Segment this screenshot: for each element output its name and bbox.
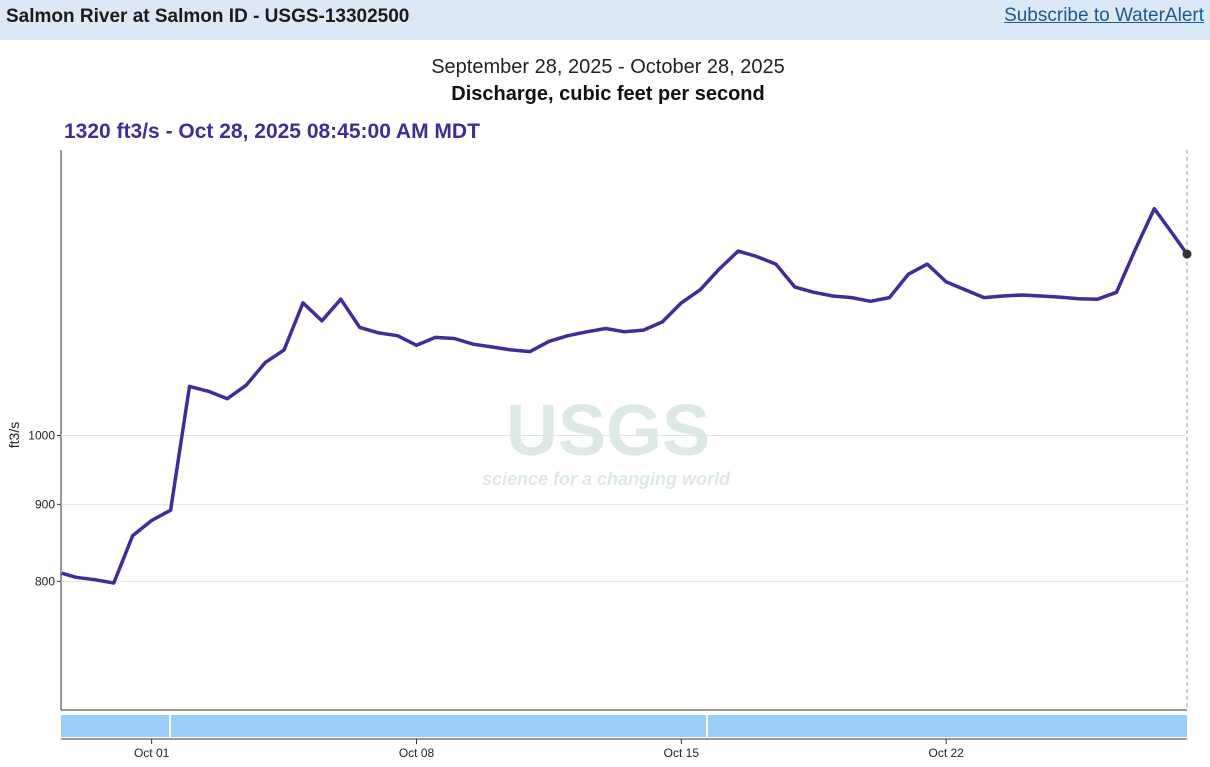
y-tick-label: 900 bbox=[35, 497, 55, 511]
latest-value: 1320 ft3/s - Oct 28, 2025 08:45:00 AM MD… bbox=[64, 120, 480, 143]
x-tick-label: Oct 15 bbox=[664, 746, 700, 760]
x-tick-label: Oct 01 bbox=[134, 746, 170, 760]
discharge-line bbox=[61, 206, 1189, 585]
y-tick-label: 1000 bbox=[28, 429, 55, 443]
y-axis-label: ft3/s bbox=[6, 422, 22, 448]
y-tick-label: 800 bbox=[35, 574, 55, 588]
x-tick-label: Oct 22 bbox=[929, 746, 965, 760]
brush-bar[interactable] bbox=[61, 715, 1187, 737]
chart-title: September 28, 2025 - October 28, 2025 bbox=[431, 56, 785, 78]
site-title: Salmon River at Salmon ID - USGS-1330250… bbox=[6, 6, 410, 27]
subscribe-link[interactable]: Subscribe to WaterAlert bbox=[1004, 5, 1204, 26]
chart: September 28, 2025 - October 28, 2025 Di… bbox=[6, 56, 1192, 760]
watermark-tagline: science for a changing world bbox=[482, 469, 731, 489]
latest-point bbox=[1182, 249, 1192, 259]
chart-subtitle: Discharge, cubic feet per second bbox=[451, 83, 764, 105]
x-tick-label: Oct 08 bbox=[399, 746, 435, 760]
watermark-logo: USGS bbox=[506, 391, 710, 471]
header: Salmon River at Salmon ID - USGS-1330250… bbox=[0, 0, 1210, 40]
